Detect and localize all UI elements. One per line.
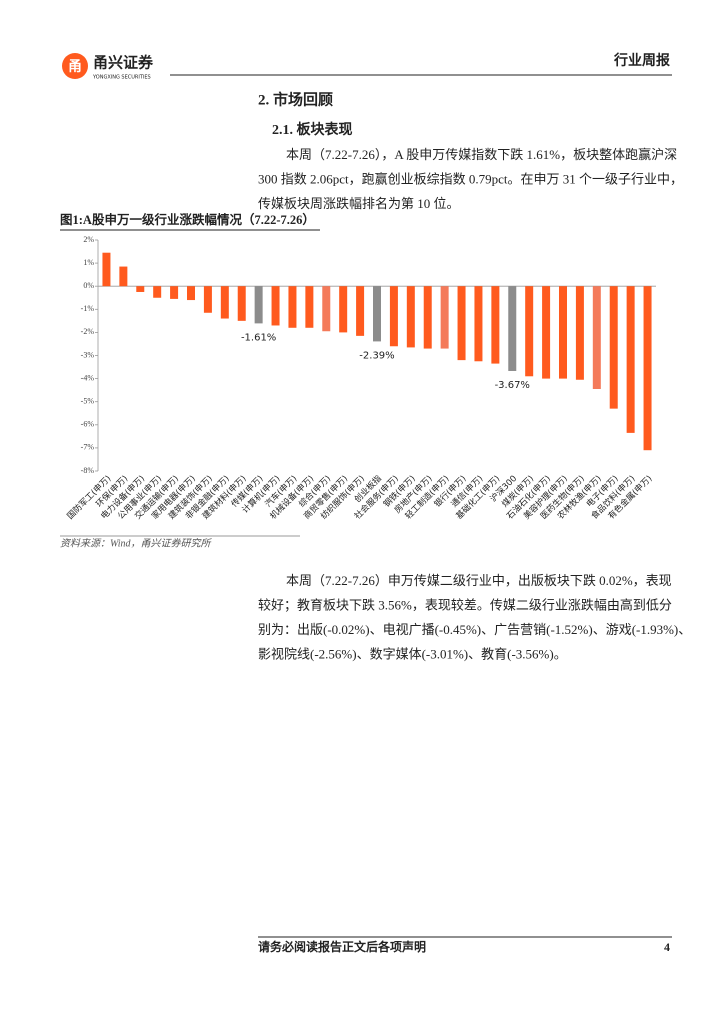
bar xyxy=(187,286,195,301)
data-label: -1.61% xyxy=(241,332,276,343)
bar xyxy=(356,286,365,336)
bar xyxy=(102,252,111,287)
source: 资料来源：Wind，甬兴证券研究所 xyxy=(60,537,213,549)
bar xyxy=(153,286,162,298)
report-type: 行业周报 xyxy=(613,52,670,69)
bar xyxy=(322,286,331,332)
logo-sub: YONGXING SECURITIES xyxy=(92,75,151,81)
bar xyxy=(423,286,432,349)
bar xyxy=(288,286,297,328)
bar xyxy=(220,286,229,319)
y-tick-label: 0% xyxy=(83,281,94,290)
bar xyxy=(474,286,483,362)
bar xyxy=(136,286,145,292)
y-tick-label: -1% xyxy=(81,304,95,313)
disclaimer: 请务必阅读报告正文后各项声明 xyxy=(258,939,426,954)
bar xyxy=(339,286,348,333)
y-tick-label: -5% xyxy=(81,397,95,406)
bar xyxy=(119,266,128,287)
bar xyxy=(525,286,534,377)
bar xyxy=(542,286,551,379)
paragraph-line: 别为：出版(-0.02%)、电视广播(-0.45%)、广告营销(-1.52%)、… xyxy=(258,622,691,637)
logo-icon xyxy=(62,53,88,79)
bar xyxy=(271,286,280,326)
bar xyxy=(559,286,567,379)
bar xyxy=(440,286,449,349)
paragraph-line: 本周（7.22-7.26）申万传媒二级行业中，出版板块下跌 0.02%，表现 xyxy=(286,573,672,588)
logo-glyph: 甬 xyxy=(68,59,82,75)
paragraph-line: 较好；教育板块下跌 3.56%，表现较差。传媒二级行业涨跌幅由高到低分 xyxy=(258,597,672,613)
bar xyxy=(237,286,246,321)
bar xyxy=(254,286,263,324)
section-title: 2. 市场回顾 xyxy=(258,90,333,108)
bar xyxy=(373,286,381,342)
y-tick-label: -3% xyxy=(81,350,95,359)
paragraph-line: 传媒板块周涨跌幅排名为第 10 位。 xyxy=(258,196,460,211)
logo-text: 甬兴证券 xyxy=(93,54,154,72)
y-tick-label: -2% xyxy=(81,327,95,336)
data-label: -3.67% xyxy=(495,380,530,391)
bar xyxy=(609,286,618,409)
paragraph-line: 影视院线(-2.56%)、数字媒体(-3.01%)、教育(-3.56%)。 xyxy=(258,646,567,661)
bar xyxy=(170,286,179,299)
chart-title: 图1:A股申万一级行业涨跌幅情况（7.22-7.26） xyxy=(60,212,315,227)
y-tick-label: -8% xyxy=(81,466,95,475)
data-label: -2.39% xyxy=(359,350,394,361)
bar xyxy=(389,286,398,347)
page-number: 4 xyxy=(664,940,670,954)
bar xyxy=(643,286,652,451)
y-tick-label: -7% xyxy=(81,443,95,452)
y-tick-label: -4% xyxy=(81,373,95,382)
paragraph-line: 300 指数 2.06pct，跑赢创业板综指数 0.79pct。在申万 31 个… xyxy=(258,171,683,186)
bar xyxy=(457,286,466,361)
y-tick-label: 2% xyxy=(83,235,94,244)
bar xyxy=(626,286,635,433)
paragraph-line: 本周（7.22-7.26），A 股申万传媒指数下跌 1.61%，板块整体跑赢沪深 xyxy=(286,147,677,162)
y-tick-label: 1% xyxy=(83,258,94,267)
bar xyxy=(508,286,517,371)
bar xyxy=(592,286,601,389)
y-tick-label: -6% xyxy=(81,420,95,429)
bar xyxy=(491,286,500,364)
bar xyxy=(305,286,314,328)
bar xyxy=(203,286,212,313)
bar xyxy=(575,286,584,380)
bar xyxy=(406,286,415,348)
section-subtitle: 2.1. 板块表现 xyxy=(272,121,353,138)
